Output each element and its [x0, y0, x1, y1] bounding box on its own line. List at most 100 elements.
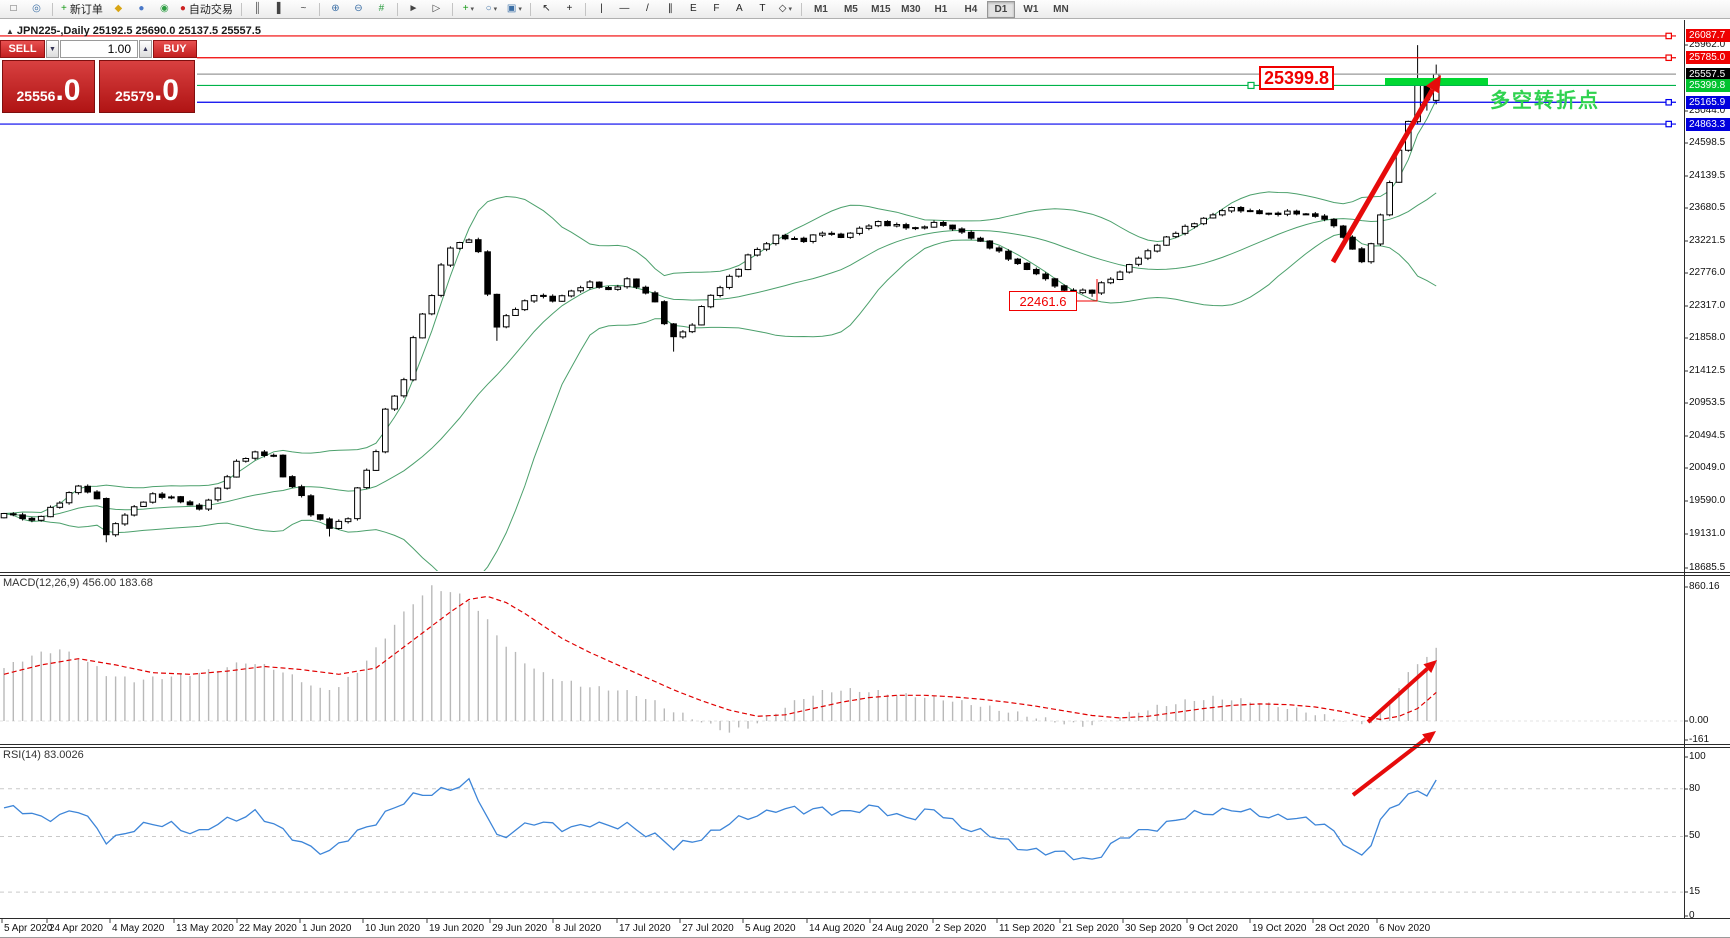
horizontal-line-icon[interactable]: —	[614, 1, 635, 18]
new-order-button[interactable]: + 新订单	[58, 1, 106, 18]
candle-body	[828, 232, 836, 235]
line-handle[interactable]	[1665, 98, 1673, 106]
vertical-line-icon: |	[600, 3, 603, 14]
sell-price-display[interactable]: 25556 .0	[2, 60, 95, 113]
line-handle[interactable]	[1665, 120, 1673, 128]
bar-chart-icon[interactable]: ║	[247, 1, 268, 18]
candle-body	[912, 227, 919, 230]
zoom-out-icon[interactable]: ⊖	[348, 1, 369, 18]
candle-body	[251, 451, 259, 459]
trendline-icon[interactable]: /	[637, 1, 658, 18]
timeframe-button-MN[interactable]: MN	[1053, 3, 1069, 15]
resistance-level-callout[interactable]: 25399.8	[1259, 66, 1334, 90]
chevron-down-icon: ▾	[788, 6, 792, 13]
label-tool-icon: T	[759, 3, 766, 14]
time-axis-label: 6 Nov 2020	[1379, 923, 1431, 934]
signal-icon[interactable]: ◉	[154, 1, 175, 18]
volume-increase-button[interactable]: ▲	[139, 40, 152, 58]
vertical-line-icon[interactable]: |	[591, 1, 612, 18]
text-tool-icon[interactable]: A	[729, 1, 750, 18]
shapes-icon[interactable]: ◇ ▾	[775, 1, 796, 18]
candle-body	[1098, 282, 1105, 294]
timeframe-button-M15[interactable]: M15	[871, 3, 891, 15]
swing-low-callout[interactable]: 22461.6	[1009, 291, 1077, 311]
styles-icon[interactable]: ▣ ▾	[504, 1, 525, 18]
candle-body	[1219, 210, 1226, 216]
channel-icon[interactable]: ∥	[660, 1, 681, 18]
price-tick-label: 25044.0	[1689, 105, 1726, 116]
candle-body	[112, 523, 119, 536]
crosshair-icon[interactable]: +	[559, 1, 580, 18]
rsi-trend-arrow[interactable]	[1351, 731, 1436, 797]
candle-body	[540, 294, 547, 297]
buy-button[interactable]: BUY	[153, 40, 197, 58]
rsi-tick-label: 80	[1689, 783, 1701, 794]
rsi-line	[3, 777, 1437, 861]
periods-icon[interactable]: ○ ▾	[481, 1, 502, 18]
volume-decrease-button[interactable]: ▼	[46, 40, 59, 58]
candle-chart-icon[interactable]: ▌	[270, 1, 291, 18]
timeframe-button-M1[interactable]: M1	[813, 3, 828, 15]
tile-windows-icon[interactable]: #	[371, 1, 392, 18]
macd-tick-label: 860.16	[1689, 581, 1720, 592]
timeframe-button-D1[interactable]: D1	[986, 0, 1015, 18]
candle-body	[1386, 182, 1394, 216]
line-chart-icon[interactable]: ~	[293, 1, 314, 18]
zoom-out-icon: ⊖	[354, 3, 363, 14]
rsi-indicator-label: RSI(14) 83.0026	[3, 749, 84, 761]
timeframe-button-H1[interactable]: H1	[934, 3, 948, 15]
chart-shift-icon: ▷	[432, 3, 441, 14]
candle-body	[326, 518, 333, 529]
price-tick-label: 25962.0	[1689, 39, 1726, 50]
auto-scroll-icon[interactable]: ►	[403, 1, 424, 18]
candle-body	[130, 506, 138, 516]
candles-layer	[0, 45, 1440, 543]
timeframe-button-M30[interactable]: M30	[901, 3, 921, 15]
timeframe-button-M5[interactable]: M5	[843, 3, 858, 15]
time-axis-label: 10 Jun 2020	[365, 923, 421, 934]
turning-point-note[interactable]: 多空转折点	[1490, 90, 1600, 112]
fibonacci-icon[interactable]: E	[683, 1, 704, 18]
candle-body	[196, 504, 203, 510]
candle-body	[47, 506, 54, 518]
line-handle[interactable]	[1665, 32, 1673, 40]
label-tool-icon[interactable]: T	[752, 1, 773, 18]
candle-body	[354, 487, 361, 520]
green-line-handle[interactable]	[1247, 81, 1255, 90]
sell-button[interactable]: SELL	[0, 40, 45, 58]
sweep-icon[interactable]: ◆	[108, 1, 129, 18]
accounts-icon[interactable]: ●	[131, 1, 152, 18]
candle-body	[1005, 250, 1012, 260]
candle-body	[977, 237, 984, 242]
time-axis-label: 11 Sep 2020	[999, 923, 1055, 934]
new-order-button: +	[61, 3, 67, 14]
candle-body	[437, 264, 445, 296]
candle-body	[1349, 236, 1356, 250]
time-axis-label: 8 Jul 2020	[555, 923, 602, 934]
sweep-icon: ◆	[114, 3, 123, 14]
line-handle[interactable]	[1665, 54, 1673, 62]
price-trend-arrow[interactable]	[1330, 75, 1441, 264]
timeframe-button-H4[interactable]: H4	[964, 3, 978, 15]
bollinger-lower	[3, 232, 1437, 571]
auto-trading-button[interactable]: ● 自动交易	[177, 1, 236, 18]
candle-body	[1172, 232, 1180, 238]
candle-body	[679, 331, 687, 338]
zoom-in-icon[interactable]: ⊕	[325, 1, 346, 18]
macd-trend-arrow[interactable]	[1366, 660, 1437, 724]
indicators-icon[interactable]: + ▾	[458, 1, 479, 18]
candle-body	[1200, 217, 1208, 225]
cursor-icon[interactable]: ↖	[536, 1, 557, 18]
chart-preview-icon: ◎	[32, 3, 41, 14]
new-window-icon[interactable]: □	[3, 1, 24, 18]
candle-body	[223, 476, 231, 489]
chart-shift-icon[interactable]: ▷	[426, 1, 447, 18]
price-tick-label: 20953.5	[1689, 397, 1726, 408]
volume-input[interactable]	[60, 40, 138, 58]
buy-price-display[interactable]: 25579 .0	[99, 60, 195, 113]
timeframe-button-W1[interactable]: W1	[1023, 3, 1039, 15]
chart-preview-icon[interactable]: ◎	[26, 1, 47, 18]
grid-tool-icon[interactable]: F	[706, 1, 727, 18]
chevron-down-icon: ▾	[470, 6, 475, 13]
horizontal-line-objects[interactable]	[0, 32, 1676, 128]
